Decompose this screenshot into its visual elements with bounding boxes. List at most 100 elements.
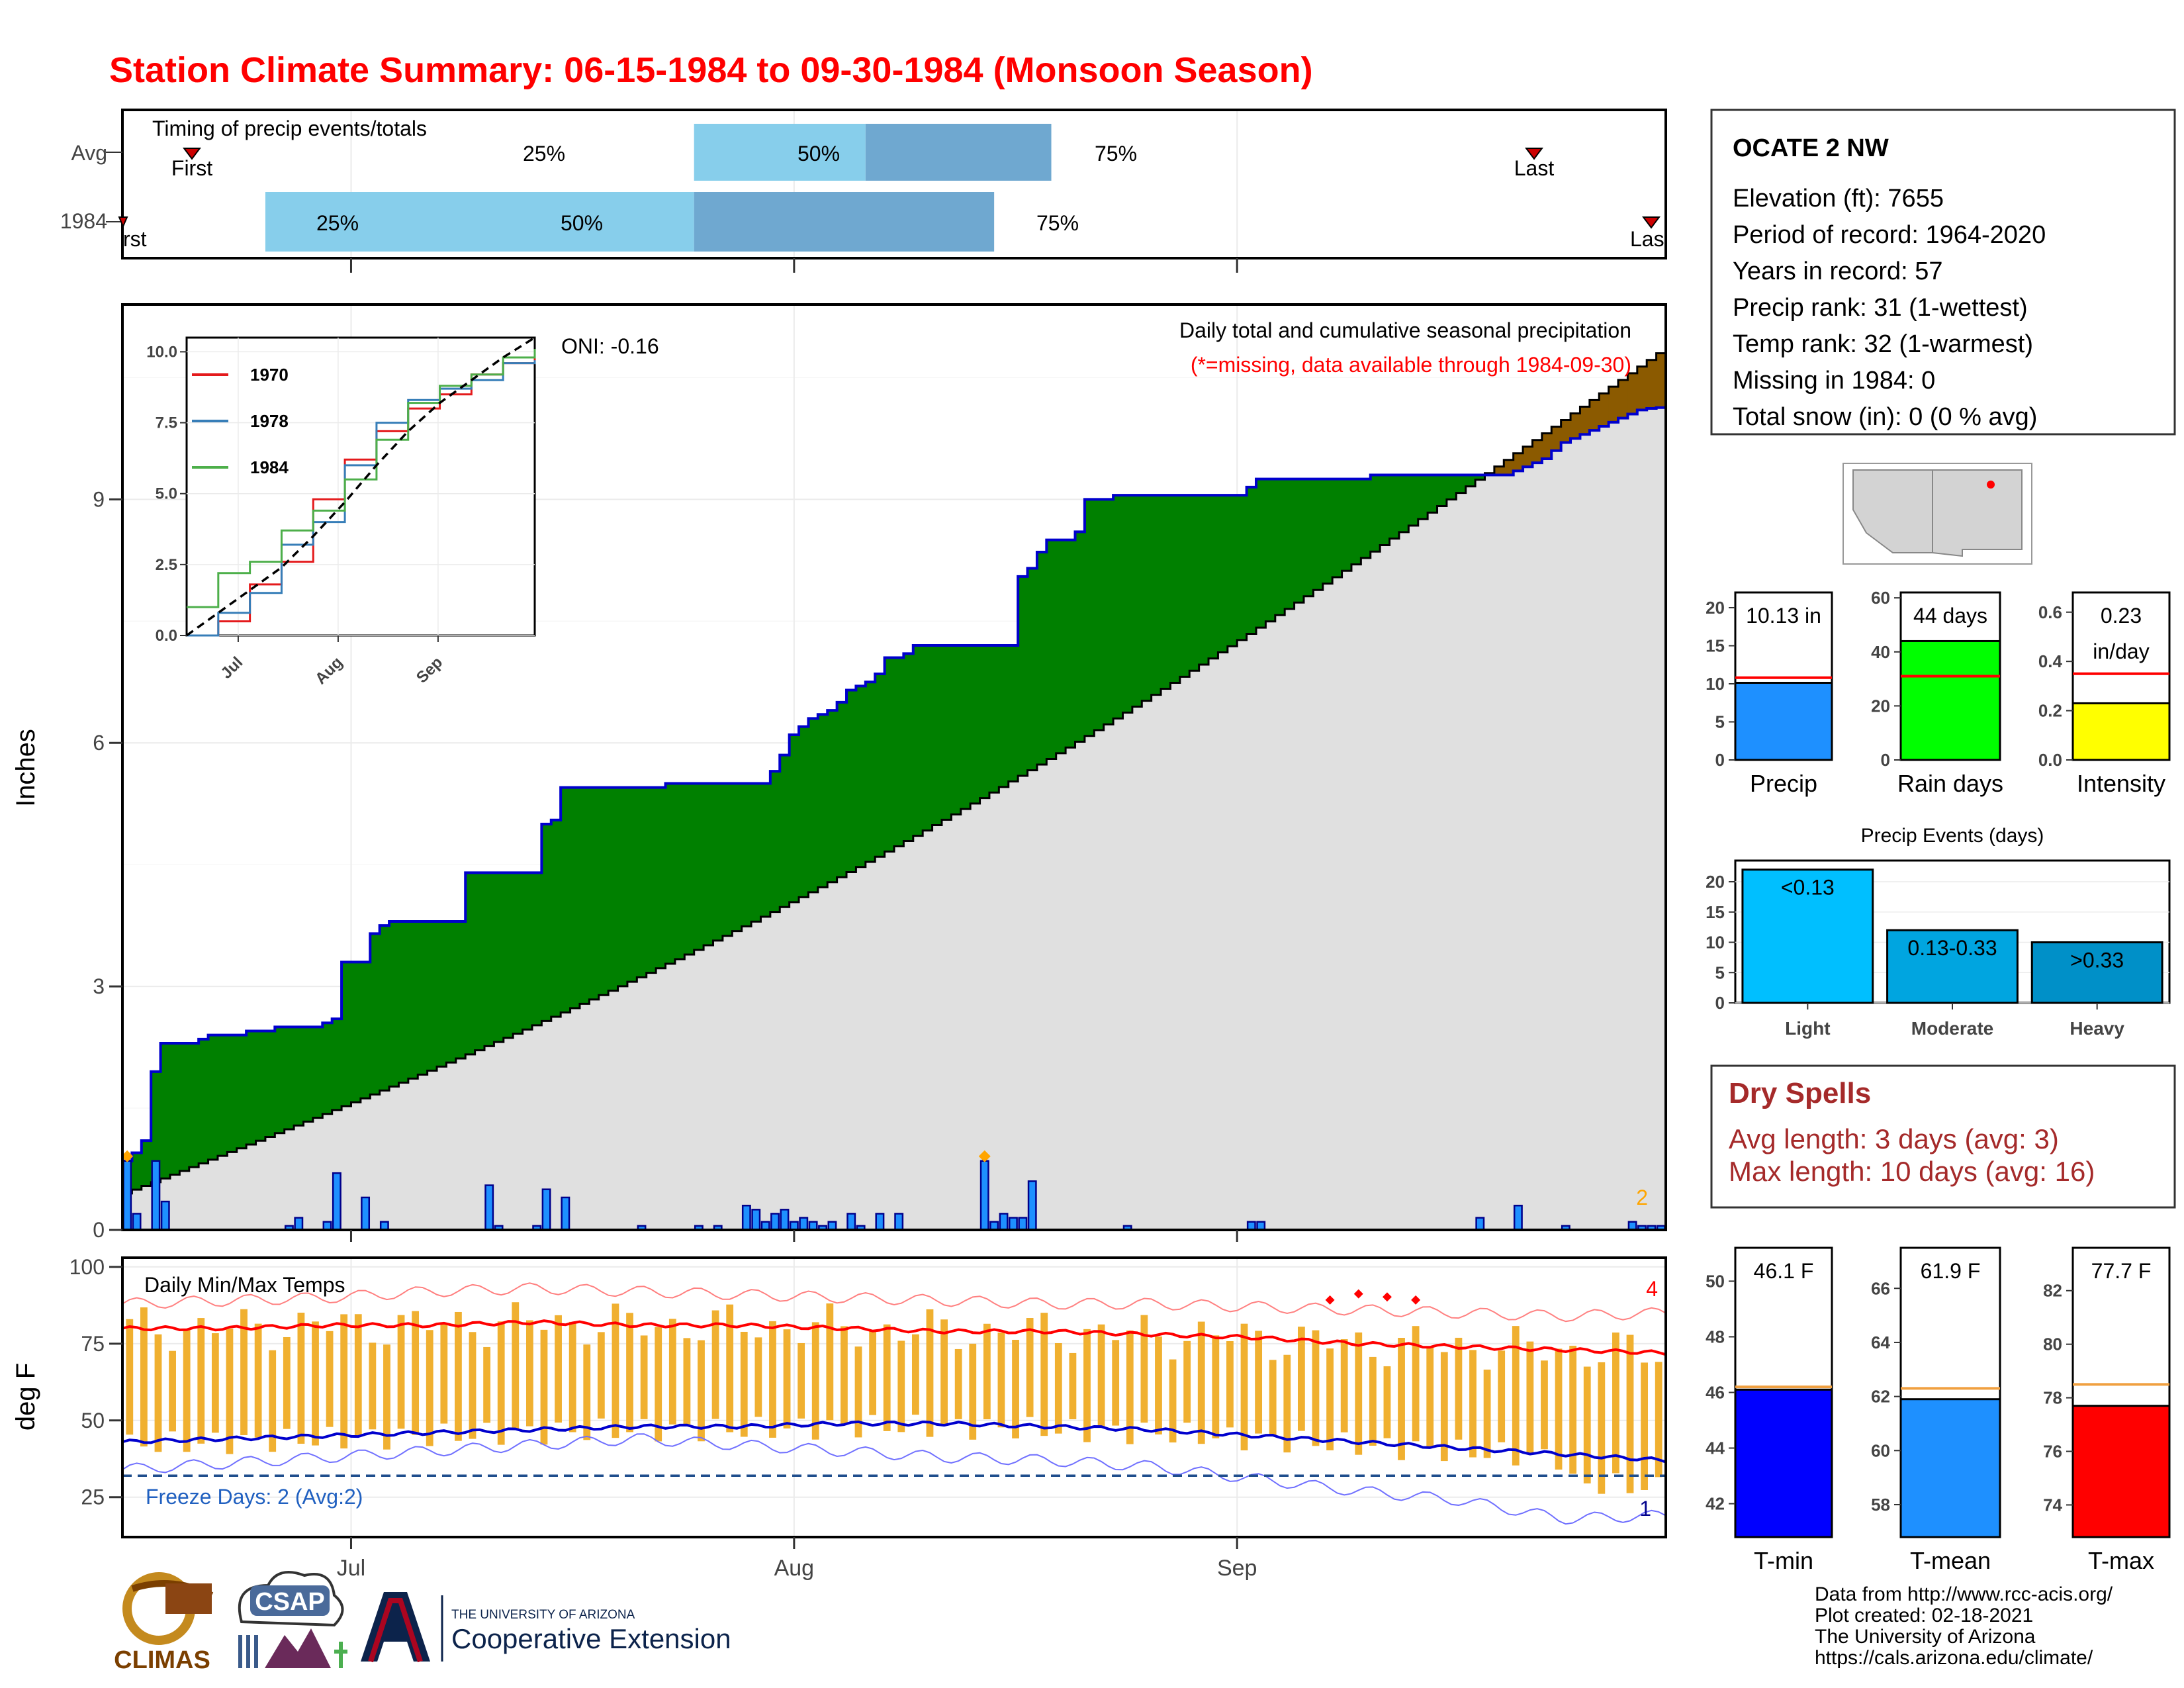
departure-segment xyxy=(1227,495,1238,647)
daily-temp-bar xyxy=(983,1323,991,1420)
departure-segment xyxy=(598,787,609,996)
daily-precip-bar xyxy=(151,1160,161,1231)
departure-segment xyxy=(379,925,390,1091)
temp-t-min-label: T-min xyxy=(1754,1547,1813,1574)
departure-segment xyxy=(531,872,542,1025)
daily-temp-bar xyxy=(583,1344,591,1440)
timing-row-label-avg: Avg xyxy=(71,141,107,165)
daily-temp-bar xyxy=(1083,1329,1091,1442)
station-temp-rank: Temp rank: 32 (1-warmest) xyxy=(1733,330,2033,358)
precip-events-bar-heavy xyxy=(2030,941,2163,1004)
departure-segment xyxy=(875,673,886,857)
departure-segment xyxy=(1513,453,1524,471)
avg-first-label: First xyxy=(171,156,212,180)
daily-precip-bar xyxy=(1513,1204,1523,1231)
departure-segment xyxy=(446,921,457,1063)
ua-logo: THE UNIVERSITY OF ARIZONA Cooperative Ex… xyxy=(361,1592,731,1663)
departure-segment xyxy=(903,653,914,841)
summary-intensity-y-tick: 0.4 xyxy=(2038,651,2063,671)
daily-temp-bar xyxy=(597,1332,605,1419)
daily-temp-bar xyxy=(1169,1359,1177,1443)
departure-segment xyxy=(408,921,418,1079)
departure-segment xyxy=(846,690,857,872)
daily-temp-bar xyxy=(211,1333,219,1433)
daily-temp-bar xyxy=(297,1313,305,1444)
departure-segment xyxy=(1532,440,1543,463)
new-mexico-shape xyxy=(1932,469,2023,557)
departure-segment xyxy=(837,702,847,878)
daily-temp-bar xyxy=(1040,1313,1048,1436)
daily-temp-bar xyxy=(440,1324,448,1424)
departure-segment xyxy=(1246,487,1257,634)
departure-segment xyxy=(1103,499,1114,725)
departure-segment xyxy=(1265,479,1276,622)
daily-precip-bar xyxy=(846,1213,856,1231)
inset-y-tick: 0.0 xyxy=(156,627,177,645)
departure-segment xyxy=(246,1031,257,1145)
daily-temp-bar xyxy=(283,1336,291,1429)
daily-temp-bar xyxy=(1455,1337,1463,1440)
departure-segment xyxy=(951,645,962,815)
daily-temp-bar xyxy=(1369,1356,1377,1446)
departure-segment xyxy=(722,783,733,936)
daily-temp-bar xyxy=(525,1320,533,1427)
daily-temp-bar xyxy=(655,1327,662,1442)
summary-precip-y-tick: 15 xyxy=(1706,636,1725,656)
departure-segment xyxy=(322,1023,333,1114)
daily-temp-bar xyxy=(1426,1347,1434,1448)
temp-t-min-value-label: 46.1 F xyxy=(1754,1259,1814,1283)
daily-precip-bar xyxy=(780,1209,790,1231)
precip-y-tick: 0 xyxy=(93,1218,105,1242)
departure-segment xyxy=(312,1027,323,1118)
summary-precip-y-tick: 20 xyxy=(1706,598,1725,618)
temp-t-max-y-tick: 82 xyxy=(2043,1281,2062,1301)
departure-segment xyxy=(1027,568,1038,771)
departure-segment xyxy=(1189,495,1200,671)
daily-temp-bar xyxy=(326,1331,334,1427)
daily-temp-bar xyxy=(1555,1348,1563,1470)
departure-segment xyxy=(1199,495,1209,665)
departure-segment xyxy=(817,714,828,888)
departure-segment xyxy=(1294,479,1304,603)
departure-segment xyxy=(370,933,381,1095)
avg-q50-label: 50% xyxy=(797,142,840,165)
summary-rain-days-y-tick: 20 xyxy=(1871,696,1890,716)
daily-precip-bar xyxy=(160,1200,170,1231)
record-high-count: 4 xyxy=(1646,1277,1658,1301)
temp-panel-frame xyxy=(121,1256,1667,1538)
daily-temp-bar xyxy=(340,1314,348,1449)
precip-events-title: Precip Events (days) xyxy=(1861,825,2044,847)
precip-events-bar-label: >0.33 xyxy=(2070,949,2124,972)
footer-plot-created: Plot created: 02-18-2021 xyxy=(1815,1605,2033,1626)
daily-temp-bar xyxy=(954,1348,962,1419)
daily-temp-bar xyxy=(1012,1340,1019,1438)
dry-spells-max: Max length: 10 days (avg: 16) xyxy=(1729,1156,2095,1187)
inset-legend-label: 1984 xyxy=(250,457,289,477)
footer-university: The University of Arizona xyxy=(1815,1626,2036,1648)
summary-intensity-y-tick: 0.6 xyxy=(2038,602,2062,622)
temp-t-mean-y-tick: 62 xyxy=(1871,1387,1890,1407)
departure-segment xyxy=(1551,426,1562,451)
daily-temp-bar xyxy=(1183,1340,1191,1423)
departure-segment xyxy=(418,921,428,1075)
daily-temp-bar xyxy=(555,1315,562,1423)
departure-segment xyxy=(1446,475,1457,500)
departure-segment xyxy=(199,1039,209,1164)
departure-segment xyxy=(1275,479,1285,616)
daily-temp-bar xyxy=(911,1334,919,1415)
departure-segment xyxy=(1361,479,1371,558)
departure-segment xyxy=(227,1035,238,1152)
departure-segment xyxy=(217,1035,228,1156)
avg-first-marker xyxy=(183,148,201,160)
daily-temp-bar xyxy=(783,1329,791,1429)
summary-rain-days-y-tick: 40 xyxy=(1871,642,1890,662)
departure-segment xyxy=(1342,479,1352,571)
month-x-tick: Jul xyxy=(337,1556,365,1581)
departure-segment xyxy=(132,1152,142,1190)
daily-precip-bar xyxy=(770,1213,780,1231)
daily-temp-bar xyxy=(869,1331,877,1415)
precip-events-y-tick: 20 xyxy=(1706,872,1725,892)
departure-segment xyxy=(1618,380,1629,418)
daily-temp-bar xyxy=(226,1329,234,1454)
departure-segment xyxy=(608,787,619,991)
